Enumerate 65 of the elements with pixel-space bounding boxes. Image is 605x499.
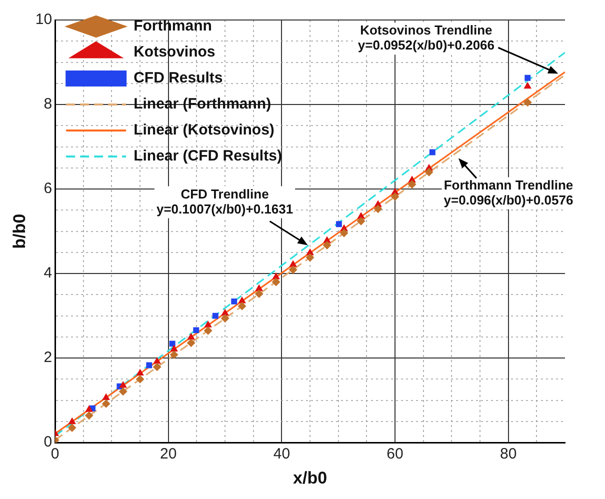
- point: [154, 357, 161, 364]
- point: [336, 221, 342, 228]
- annotation: Kotsovinos Trendline y=0.0952(x/b0)+0.2066: [358, 22, 495, 53]
- point: [524, 82, 532, 89]
- annotation: CFD Trendline y=0.1007(x/b0)+0.1631: [156, 186, 294, 216]
- point: [374, 204, 382, 213]
- point: [524, 74, 531, 81]
- point: [120, 382, 127, 388]
- y-tick-label: 2: [44, 349, 52, 366]
- point: [306, 254, 314, 262]
- x-tick-label: 20: [160, 446, 177, 463]
- annotation: Forthmann Trendline y=0.096(x/b0)+0.0576: [444, 177, 574, 208]
- y-tick-label: 10: [35, 11, 52, 28]
- point: [170, 345, 178, 352]
- point: [391, 192, 400, 201]
- point: [231, 298, 238, 304]
- point: [204, 321, 212, 328]
- y-tick-label: 8: [44, 96, 52, 113]
- point: [524, 98, 532, 106]
- point: [187, 338, 196, 347]
- point: [102, 394, 110, 400]
- point: [408, 180, 416, 188]
- point: [272, 278, 280, 286]
- point: [68, 418, 76, 424]
- legend-label: CFD Results: [134, 70, 223, 87]
- point: [238, 302, 246, 310]
- point: [358, 212, 365, 219]
- point: [255, 290, 264, 298]
- point: [306, 248, 314, 256]
- y-tick-label: 6: [44, 180, 52, 198]
- point: [102, 400, 110, 408]
- point: [289, 266, 298, 274]
- point: [86, 406, 93, 412]
- point: [357, 217, 366, 226]
- point: [146, 362, 152, 368]
- point: [68, 424, 76, 432]
- point: [272, 272, 280, 280]
- point: [204, 326, 212, 335]
- x-tick-label: 60: [386, 446, 404, 463]
- point: [119, 387, 128, 396]
- x-axis-title: x/b0: [293, 468, 328, 488]
- point: [193, 327, 200, 334]
- point: [238, 297, 246, 304]
- point: [256, 284, 263, 292]
- point: [290, 260, 297, 267]
- point: [323, 241, 332, 250]
- x-tick-label: 80: [500, 446, 517, 463]
- point: [153, 362, 162, 371]
- point: [169, 340, 176, 347]
- point: [170, 350, 178, 359]
- point: [221, 314, 230, 322]
- y-axis-title: b/b0: [10, 214, 29, 249]
- point: [136, 369, 144, 376]
- y-tick-label: 0: [44, 434, 52, 451]
- point: [188, 333, 195, 340]
- point: [136, 375, 144, 384]
- point: [429, 149, 436, 156]
- point: [324, 236, 331, 243]
- point: [212, 312, 218, 319]
- y-tick-label: 4: [44, 264, 52, 282]
- point: [222, 309, 229, 316]
- point: [425, 168, 434, 176]
- point: [340, 228, 348, 237]
- point: [85, 412, 94, 420]
- x-tick-label: 40: [273, 446, 290, 463]
